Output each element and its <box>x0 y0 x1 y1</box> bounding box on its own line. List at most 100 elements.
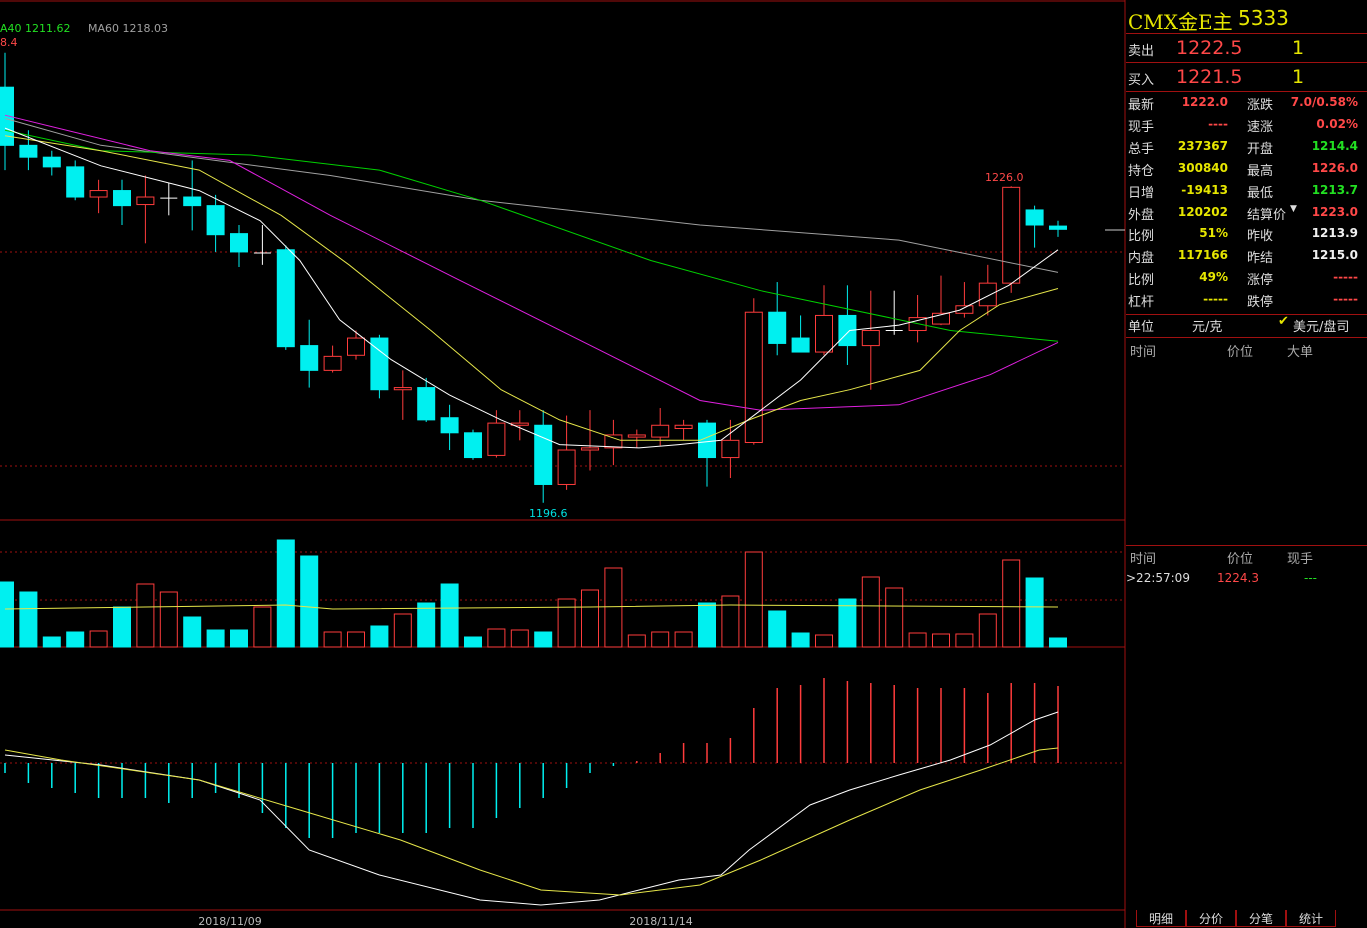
candle-body <box>604 434 623 449</box>
unit-option[interactable]: 美元/盘司 <box>1293 320 1350 335</box>
candle-body <box>276 249 295 348</box>
line <box>4 711 1059 906</box>
volume-bar <box>1002 559 1021 648</box>
volume-bar <box>908 632 927 648</box>
check-icon: ✔ <box>1278 314 1289 329</box>
candle-body <box>1025 209 1044 226</box>
tab[interactable]: 明细 <box>1136 910 1186 927</box>
stat-label: 涨停 <box>1247 273 1274 289</box>
candle-body <box>978 282 997 307</box>
stat-value: 300840 <box>1177 160 1228 175</box>
volume-bar <box>206 629 225 648</box>
tick-price: 1224.3 <box>1217 571 1259 585</box>
stat-label: 外盘 <box>1128 207 1155 223</box>
line <box>4 127 1059 449</box>
volume-bar <box>791 632 810 648</box>
volume-bar <box>932 633 950 648</box>
stat-value: ---- <box>1208 116 1228 131</box>
candle-body <box>323 355 342 371</box>
separator <box>1126 62 1367 63</box>
volume-bar <box>323 631 342 648</box>
candle-body <box>370 337 389 391</box>
column-header: 价位 <box>1227 345 1254 360</box>
stat-value: 117166 <box>1177 248 1228 263</box>
stat-label: 比例 <box>1128 273 1155 289</box>
separator <box>1126 545 1367 546</box>
volume-bar <box>1025 577 1044 648</box>
ask-price: 1222.5 <box>1176 37 1243 59</box>
volume-bar <box>230 629 248 648</box>
line <box>4 117 1059 273</box>
ask-size: 1 <box>1292 37 1305 59</box>
stat-value: ----- <box>1203 292 1228 307</box>
volume-bar <box>276 539 295 648</box>
line <box>4 114 1059 411</box>
volume-bar <box>581 589 599 648</box>
stat-label: 最低 <box>1247 185 1274 201</box>
volume-bar <box>698 602 716 648</box>
separator <box>1126 33 1367 34</box>
candle-body <box>744 311 763 443</box>
tick-time: >22:57:09 <box>1126 571 1190 585</box>
volume-bar <box>721 595 740 648</box>
volume-bar <box>159 591 178 648</box>
date-label: 2018/11/14 <box>629 915 692 928</box>
stat-label: 内盘 <box>1128 251 1155 267</box>
candle-body <box>347 337 365 356</box>
volume-bar <box>955 633 974 648</box>
stat-value: 1214.4 <box>1311 138 1358 153</box>
column-header: 现手 <box>1287 552 1314 567</box>
column-header: 价位 <box>1227 552 1254 567</box>
stat-label: 总手 <box>1128 141 1155 157</box>
volume-bar <box>487 628 506 648</box>
volume-bar <box>253 606 272 648</box>
stat-label: 涨跌 <box>1247 98 1274 113</box>
tab[interactable]: 统计 <box>1286 910 1336 927</box>
stat-value: ----- <box>1333 270 1358 285</box>
candle-body <box>393 387 412 391</box>
volume-bar <box>66 631 85 648</box>
candle-body <box>815 314 833 353</box>
line <box>4 747 1059 896</box>
candle-body <box>206 205 225 236</box>
separator <box>1126 314 1367 315</box>
candle-body <box>113 190 131 207</box>
bid-price: 1221.5 <box>1176 66 1243 88</box>
volume-bar <box>370 625 389 648</box>
stat-value: 49% <box>1199 270 1228 285</box>
volume-bar <box>674 631 693 648</box>
candle-body <box>89 190 108 198</box>
tab[interactable]: 分笔 <box>1236 910 1286 927</box>
stat-value: 237367 <box>1177 138 1228 153</box>
stat-value: 1213.9 <box>1311 226 1358 241</box>
candle-body <box>1002 186 1021 284</box>
chart: A40 1211.62 MA60 1218.03 8.4 1226.0 1196… <box>0 0 1126 928</box>
tab[interactable]: 分价 <box>1186 910 1236 927</box>
tick-size: --- <box>1304 571 1317 585</box>
volume-bar <box>651 631 670 648</box>
volume-bar <box>89 630 108 648</box>
candle-body <box>19 144 38 158</box>
quote-panel: CMX金E主 5333 卖出 1222.5 1 买入 1221.5 1 单位 元… <box>1126 0 1367 928</box>
candle-body <box>581 447 599 451</box>
candle-body <box>1049 225 1067 230</box>
candle-body <box>136 196 155 206</box>
volume-bar <box>978 613 997 648</box>
candle-body <box>417 387 436 421</box>
candle-body <box>768 311 787 344</box>
separator <box>1126 337 1367 338</box>
candle-body <box>42 156 61 168</box>
stat-value: 0.02% <box>1316 116 1358 131</box>
candle-body <box>300 345 319 371</box>
candle-body <box>838 314 857 347</box>
stat-label: 结算价 <box>1247 207 1287 223</box>
date-label: 2018/11/09 <box>198 915 261 928</box>
stat-value: 120202 <box>1177 204 1228 219</box>
unit-option[interactable]: 元/克 <box>1192 320 1223 335</box>
line <box>4 135 1059 441</box>
candle-body <box>955 305 974 314</box>
volume-bar <box>838 598 857 648</box>
stat-value: 51% <box>1199 226 1228 241</box>
candle-body <box>557 449 576 485</box>
candle-body <box>183 196 202 207</box>
